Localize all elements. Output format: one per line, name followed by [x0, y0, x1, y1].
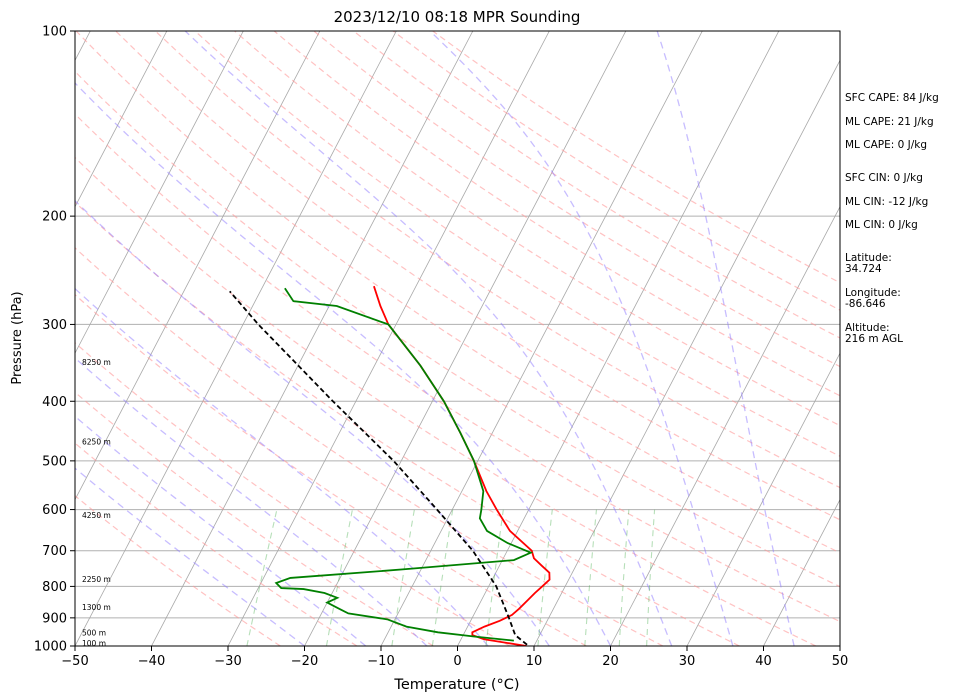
y-tick-label: 300 [42, 318, 67, 333]
plot-frame [74, 30, 841, 647]
parcel-profile [229, 290, 528, 646]
moist-adiabat-line [75, 287, 489, 646]
mixing-ratio-line [391, 509, 415, 646]
dry-adiabat-line [115, 31, 840, 521]
ml-cape-text: ML CAPE: 21 J/kg [845, 116, 934, 128]
x-tick-label: 20 [602, 654, 619, 669]
height-label: 1300 m [82, 603, 111, 612]
x-tick-label: 0 [453, 654, 461, 669]
isotherm-line [380, 31, 703, 646]
height-label: 4250 m [82, 511, 111, 520]
x-tick-label: −30 [214, 654, 241, 669]
isotherm-line [75, 31, 321, 501]
mixing-ratio-line [646, 509, 656, 646]
isotherm-line [304, 31, 627, 646]
x-tick-label: 50 [832, 654, 849, 669]
mixing-ratio-line [431, 509, 454, 646]
isotherm-line [75, 31, 168, 208]
mixing-ratio-line [537, 509, 553, 646]
y-tick-label: 200 [42, 210, 67, 225]
sfc-cape-text: SFC CAPE: 84 J/kg [845, 92, 939, 104]
isotherm-line [151, 31, 474, 646]
ml-cape-text-2: ML CAPE: 0 J/kg [845, 139, 928, 151]
x-tick-label: −10 [367, 654, 394, 669]
height-label: 100 m [82, 639, 106, 648]
mixing-ratio-line [325, 509, 353, 646]
moist-adiabat-line [184, 31, 673, 646]
dry-adiabat-line [75, 293, 587, 646]
isotherm-line [763, 498, 840, 646]
latitude-text: Latitude: 34.724 [845, 252, 892, 275]
sfc-cin-text: SFC CIN: 0 J/kg [845, 172, 923, 184]
x-tick-label: 30 [679, 654, 696, 669]
moist-adiabat-line [75, 199, 550, 646]
dry-adiabat-line [313, 31, 840, 368]
moist-adiabat-line [429, 31, 734, 646]
ml-cin-text: ML CIN: -12 J/kg [845, 196, 929, 208]
x-tick-label: −40 [138, 654, 165, 669]
y-tick-label: 900 [42, 611, 67, 626]
y-tick-label: 600 [42, 503, 67, 518]
mixing-ratio-line [584, 509, 598, 646]
dry-adiabat-line [75, 156, 817, 646]
dry-adiabat-line [75, 113, 840, 623]
moist-adiabat-line [75, 357, 428, 646]
altitude-text: Altitude: 216 m AGL [845, 322, 903, 345]
ml-cin-text-2: ML CIN: 0 J/kg [845, 219, 918, 231]
longitude-text: Longitude: -86.646 [845, 287, 901, 310]
isotherm-line [610, 205, 840, 646]
height-label: 8250 m [82, 358, 111, 367]
isotherm-line [533, 59, 840, 646]
mixing-ratio-line [246, 509, 278, 646]
dry-adiabat-line [75, 247, 664, 646]
dry-adiabat-line [75, 201, 740, 646]
chart-title: 2023/12/10 08:18 MPR Sounding [334, 8, 581, 26]
height-label: 6250 m [82, 437, 111, 446]
y-tick-label: 100 [42, 25, 67, 40]
x-tick-label: −20 [291, 654, 318, 669]
dry-adiabat-line [75, 442, 358, 646]
x-tick-label: 10 [526, 654, 543, 669]
isotherm-line [227, 31, 550, 646]
dewpoint-profile [274, 287, 534, 642]
dry-adiabat-line [75, 31, 840, 554]
dry-adiabat-line [353, 31, 840, 339]
y-tick-label: 800 [42, 580, 67, 595]
isotherm-line [686, 352, 840, 646]
dry-adiabat-line [75, 70, 840, 588]
y-axis-label: Pressure (hPa) [10, 291, 25, 384]
height-label: 2250 m [82, 575, 111, 584]
y-tick-label: 1000 [34, 640, 67, 655]
height-label: 500 m [82, 628, 106, 637]
moist-adiabat-line [656, 31, 795, 646]
x-tick-label: 40 [755, 654, 772, 669]
dry-adiabat-line [154, 31, 840, 489]
dry-adiabat-line [75, 391, 434, 646]
x-axis-label: Temperature (°C) [393, 677, 519, 693]
dry-adiabat-line [194, 31, 840, 457]
y-tick-label: 700 [42, 544, 67, 559]
y-tick-label: 400 [42, 395, 67, 410]
isotherm-line [75, 31, 244, 355]
x-tick-label: −50 [61, 654, 88, 669]
mixing-ratio-line [485, 509, 504, 646]
moist-adiabat-line [75, 82, 612, 646]
y-tick-label: 500 [42, 454, 67, 469]
mixing-ratio-line [618, 509, 630, 646]
dry-adiabat-line [432, 31, 840, 284]
